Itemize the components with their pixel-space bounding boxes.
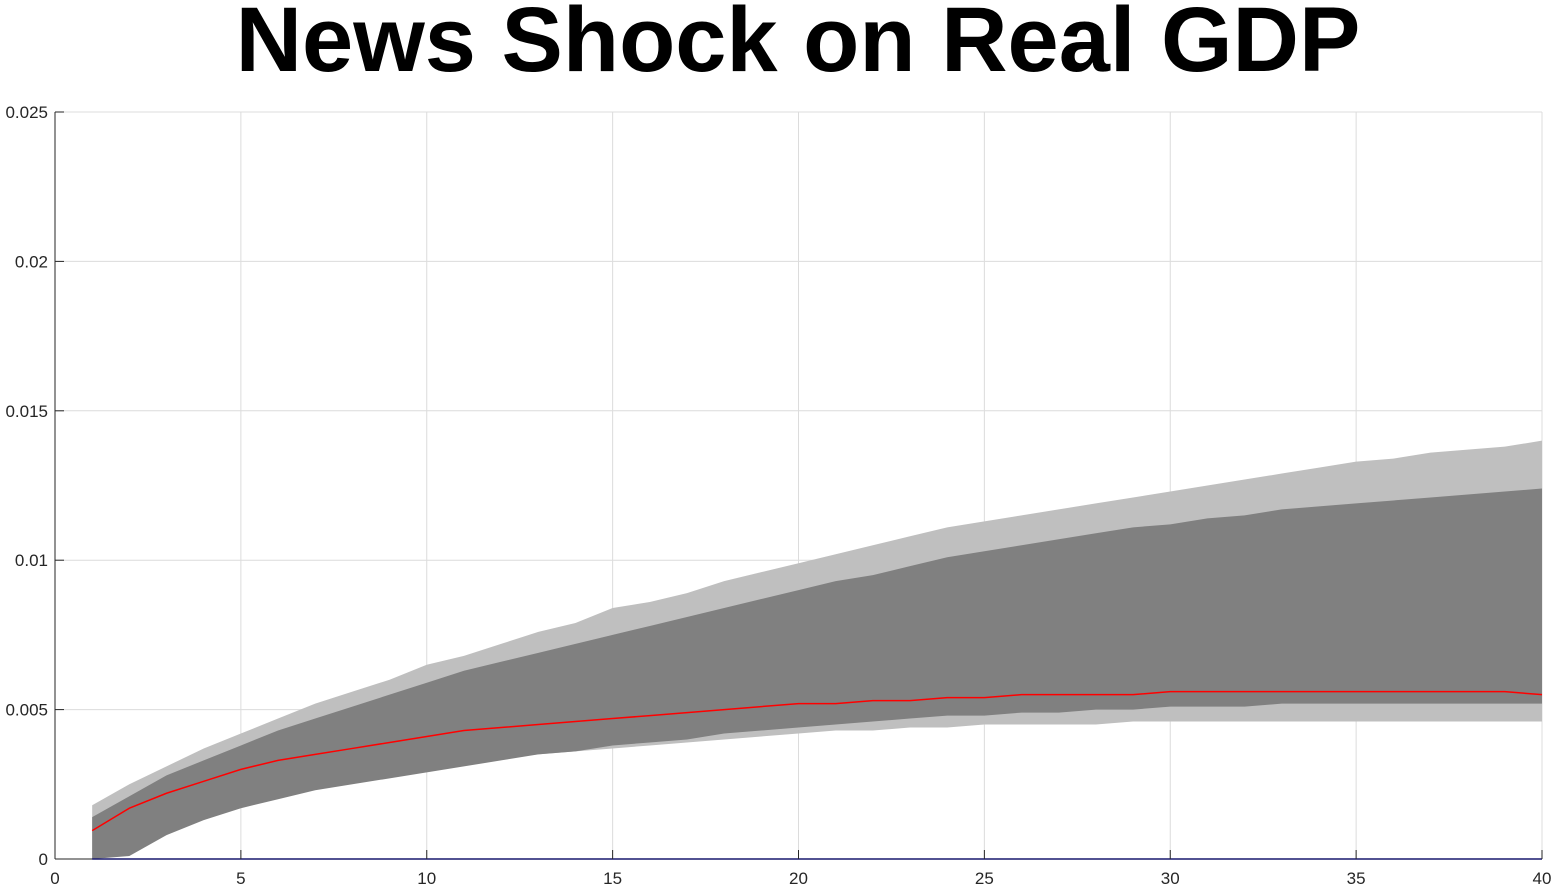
y-tick-label: 0.015 [5, 402, 48, 421]
y-tick-label: 0.025 [5, 103, 48, 122]
x-tick-label: 20 [789, 869, 808, 887]
median-response-line [91, 690, 1543, 832]
band-layer [92, 440, 1542, 859]
x-tick-label: 10 [417, 869, 436, 887]
x-tick-label: 25 [975, 869, 994, 887]
x-tick-label: 5 [236, 869, 245, 887]
x-tick-label: 40 [1533, 869, 1552, 887]
x-tick-label: 30 [1161, 869, 1180, 887]
x-tick-label: 15 [603, 869, 622, 887]
x-tick-label: 0 [50, 869, 59, 887]
inner-confidence-band [92, 488, 1542, 859]
x-tick-label: 35 [1347, 869, 1366, 887]
tick-layer: 0 5 10 15 20 25 30 35 40 0 0.005 0.01 0.015 0.02 0.025 [5, 103, 1551, 887]
y-tick-label: 0.01 [15, 551, 48, 570]
y-tick-label: 0.005 [5, 701, 48, 720]
y-tick-label: 0 [39, 850, 48, 869]
chart-title: News Shock on Real GDP [236, 0, 1361, 91]
y-tick-label: 0.02 [15, 252, 48, 271]
